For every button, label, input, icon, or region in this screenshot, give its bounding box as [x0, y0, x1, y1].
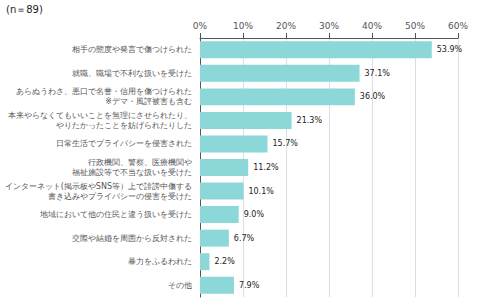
- svg-text:36.0%: 36.0%: [360, 92, 386, 101]
- svg-text:10%: 10%: [233, 21, 253, 31]
- svg-text:相手の態度や発言で傷つけられた: 相手の態度や発言で傷つけられた: [72, 45, 192, 54]
- svg-text:10.1%: 10.1%: [248, 187, 274, 196]
- svg-text:地域において他の住民と違う扱いを受けた: 地域において他の住民と違う扱いを受けた: [39, 210, 192, 219]
- svg-text:11.2%: 11.2%: [253, 163, 279, 172]
- svg-text:40%: 40%: [362, 21, 382, 31]
- svg-text:※デマ・風評被害も含む: ※デマ・風評被害も含む: [105, 97, 192, 106]
- svg-text:30%: 30%: [319, 21, 339, 31]
- svg-text:福祉施設等で不当な扱いを受けた: 福祉施設等で不当な扱いを受けた: [72, 168, 192, 177]
- svg-text:50%: 50%: [405, 21, 425, 31]
- svg-text:21.3%: 21.3%: [297, 116, 323, 125]
- svg-text:6.7%: 6.7%: [234, 234, 255, 243]
- svg-text:15.7%: 15.7%: [273, 139, 299, 148]
- svg-text:交際や結婚を周囲から反対された: 交際や結婚を周囲から反対された: [72, 234, 192, 243]
- svg-text:9.0%: 9.0%: [244, 210, 265, 219]
- svg-text:あらぬうわさ、悪口で名誉・信用を傷つけられた: あらぬうわさ、悪口で名誉・信用を傷つけられた: [16, 87, 192, 96]
- svg-text:就職、職場で不利な扱いを受けた: 就職、職場で不利な扱いを受けた: [72, 69, 192, 78]
- svg-text:行政機関、警察、医療機関や: 行政機関、警察、医療機関や: [88, 158, 192, 167]
- svg-text:本来やらなくてもいいことを無理にさせられたり、: 本来やらなくてもいいことを無理にさせられたり、: [8, 111, 192, 120]
- svg-text:その他: その他: [168, 281, 192, 290]
- svg-text:やりたかったことを妨げられたりした: やりたかったことを妨げられたりした: [56, 121, 192, 130]
- svg-text:37.1%: 37.1%: [365, 69, 391, 78]
- svg-text:(n＝89): (n＝89): [6, 4, 43, 15]
- svg-text:インターネット(掲示板やSNS等）上で誹謗中傷する: インターネット(掲示板やSNS等）上で誹謗中傷する: [5, 182, 192, 191]
- svg-text:0%: 0%: [193, 21, 208, 31]
- svg-text:7.9%: 7.9%: [239, 281, 260, 290]
- svg-text:日常生活でプライバシーを侵害された: 日常生活でプライバシーを侵害された: [56, 139, 192, 148]
- svg-text:2.2%: 2.2%: [214, 257, 235, 266]
- svg-text:書き込みやプライバシーの侵害を受けた: 書き込みやプライバシーの侵害を受けた: [48, 192, 192, 201]
- svg-text:暴力をふるわれた: 暴力をふるわれた: [128, 257, 192, 266]
- svg-text:20%: 20%: [276, 21, 296, 31]
- svg-text:53.9%: 53.9%: [437, 45, 463, 54]
- svg-text:60%: 60%: [448, 21, 468, 31]
